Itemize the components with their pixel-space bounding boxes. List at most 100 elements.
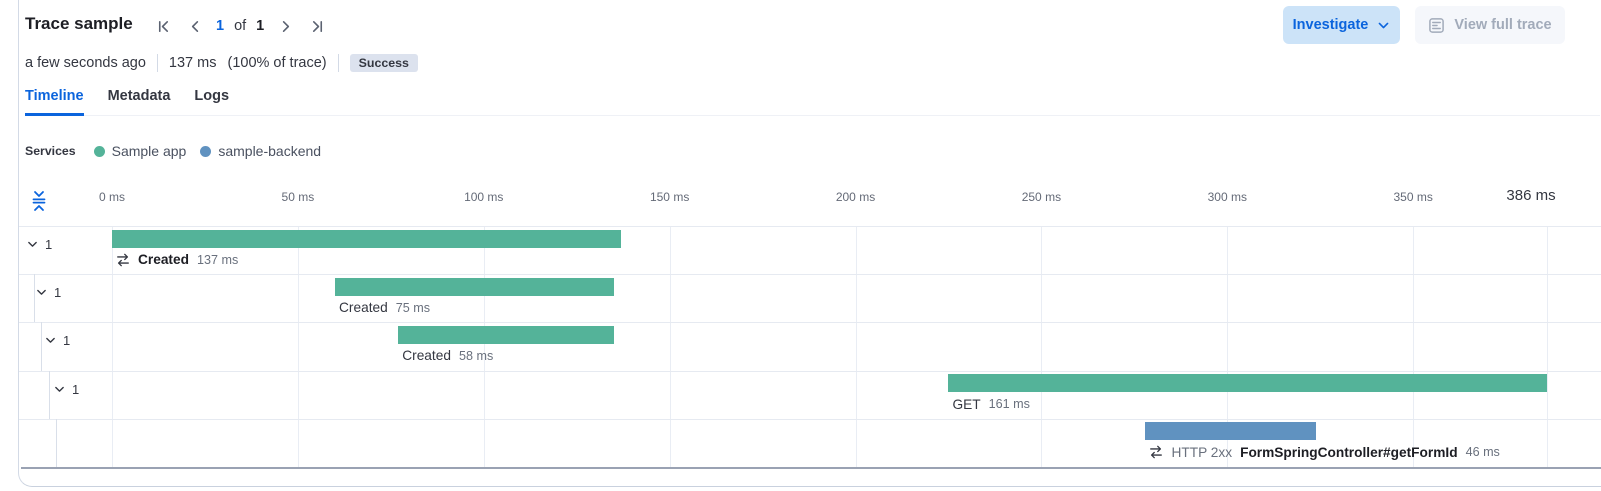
gridline [855, 226, 857, 467]
child-count: 1 [72, 381, 80, 397]
span-label[interactable]: GET 161 ms [952, 394, 1029, 414]
span-duration: 161 ms [988, 397, 1030, 412]
axis-total-duration-label: 386 ms [1506, 187, 1556, 204]
investigate-button[interactable]: Investigate [1283, 6, 1400, 44]
span-duration: 137 ms [196, 252, 239, 267]
trace-age: a few seconds ago [25, 55, 146, 71]
axis-tick-label: 350 ms [1393, 190, 1433, 204]
previous-page-button[interactable] [184, 15, 206, 37]
trace-pagination: 1 of 1 [152, 14, 328, 38]
services-legend-label: Services [25, 144, 76, 158]
span-bar[interactable] [948, 374, 1547, 393]
indent-guide-line [41, 322, 43, 371]
gridline [112, 226, 113, 467]
span-label[interactable]: HTTP 2xx FormSpringController#getFormId 46… [1149, 442, 1500, 462]
axis-tick-label: 50 ms [281, 190, 315, 204]
tab-metadata[interactable]: Metadata [107, 88, 171, 104]
chevron-down-icon [46, 338, 55, 344]
chevron-last-icon [312, 20, 322, 32]
axis-tick-label: 100 ms [464, 190, 504, 204]
last-page-button[interactable] [306, 15, 328, 37]
divider [156, 54, 158, 72]
span-bar[interactable] [112, 229, 622, 248]
accordion-toggle[interactable]: 1 [44, 333, 70, 348]
service-color-dot [93, 145, 105, 157]
accordion-toggle[interactable]: 1 [53, 382, 79, 397]
trace-duration: 137 ms [168, 55, 217, 71]
indent-guide-line [56, 418, 58, 467]
gridline [1227, 226, 1229, 467]
child-count: 1 [45, 237, 53, 252]
legend-item: Sample app [93, 143, 187, 159]
span-duration: 75 ms [395, 300, 431, 315]
axis-tick-label: 150 ms [649, 190, 690, 204]
trace-summary: a few seconds ago 137 ms (100% of trace)… [25, 52, 418, 74]
axis-tick-label: 200 ms [835, 190, 876, 204]
span-label[interactable]: Created 137 ms [116, 250, 238, 270]
child-count: 1 [54, 285, 62, 301]
span-name: Created [138, 252, 189, 267]
tab-logs[interactable]: Logs [194, 88, 230, 104]
merge-arrows-icon [1149, 445, 1163, 459]
gridline [297, 226, 299, 467]
first-page-button[interactable] [152, 15, 174, 37]
merge-arrows-icon [116, 253, 130, 267]
collapse-all-button[interactable] [29, 189, 49, 213]
span-name: FormSpringController#getFormId [1240, 444, 1458, 460]
accordion-toggle[interactable]: 1 [26, 237, 52, 252]
fold-icon [32, 191, 46, 211]
view-full-trace-button[interactable]: View full trace [1415, 6, 1565, 44]
gridline [1413, 226, 1415, 467]
chevron-left-icon [191, 20, 198, 32]
next-page-button[interactable] [274, 15, 296, 37]
indent-guide-line [48, 370, 50, 419]
axis-tick-label: 0 ms [98, 190, 126, 204]
divider [337, 54, 339, 72]
gridline [1041, 226, 1043, 467]
row-separator [19, 274, 1601, 276]
trace-percent: (100% of trace) [227, 55, 327, 71]
chevron-down-icon [37, 289, 46, 296]
span-name: Created [402, 348, 451, 364]
chevron-down-icon [1379, 22, 1389, 28]
indent-guide-line [33, 274, 35, 323]
legend-item: sample-backend [200, 143, 321, 159]
axis-tick-label: 300 ms [1207, 190, 1247, 204]
gridline [669, 226, 671, 467]
chevron-down-icon [28, 241, 37, 247]
span-bar[interactable] [1145, 422, 1317, 441]
chevron-right-icon [282, 20, 289, 32]
row-separator [19, 370, 1601, 372]
span-subtype: HTTP 2xx [1171, 444, 1233, 460]
gridline [1547, 226, 1548, 467]
service-color-dot [200, 145, 212, 157]
pagination-of-label: of [234, 18, 247, 34]
chevron-first-icon [158, 20, 168, 32]
tab-timeline[interactable]: Timeline [25, 88, 84, 116]
span-bar[interactable] [398, 325, 614, 344]
span-duration: 58 ms [458, 348, 494, 363]
span-label[interactable]: Created 58 ms [402, 346, 493, 366]
current-page-number: 1 [216, 18, 225, 34]
service-name: Sample app [111, 143, 187, 159]
accordion-toggle[interactable]: 1 [35, 285, 61, 300]
span-name: GET [952, 396, 981, 412]
chevron-down-icon [55, 386, 64, 392]
span-name: Created [339, 300, 388, 316]
view-full-trace-label: View full trace [1454, 17, 1552, 33]
total-pages-number: 1 [256, 18, 265, 34]
trace-document-icon [1429, 17, 1445, 33]
gridline [483, 226, 485, 467]
tab-bar: Timeline Metadata Logs [25, 88, 1600, 116]
row-separator [19, 226, 1601, 227]
service-name: sample-backend [218, 143, 322, 159]
investigate-button-label: Investigate [1292, 17, 1369, 33]
services-legend: Services Sample app sample-backend [25, 141, 321, 161]
status-badge: Success [349, 53, 418, 73]
waterfall-bottom-axis [21, 467, 1601, 469]
row-separator [19, 418, 1601, 420]
span-label[interactable]: Created 75 ms [339, 298, 430, 318]
axis-tick-label: 250 ms [1021, 190, 1062, 204]
span-bar[interactable] [335, 277, 614, 296]
